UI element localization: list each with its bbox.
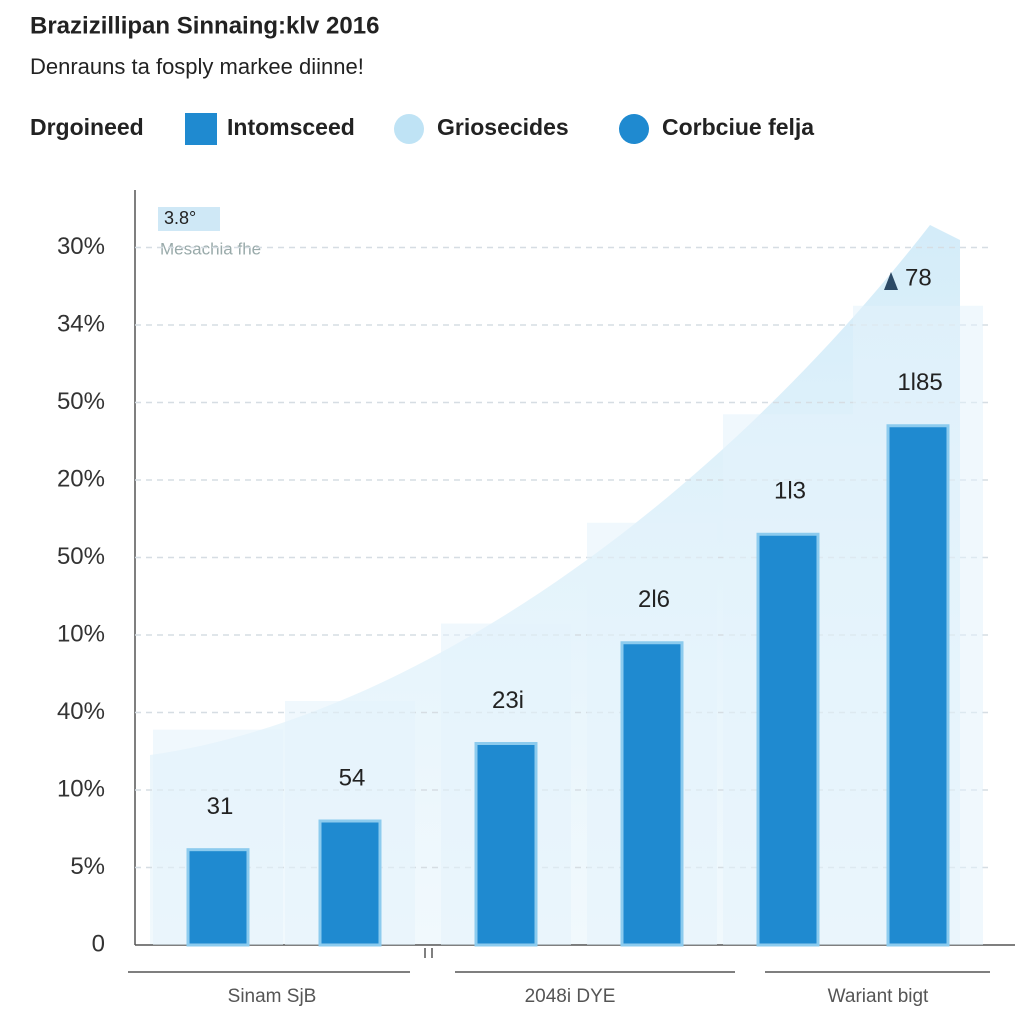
legend-swatch [185,113,217,145]
chart-subtitle: Denrauns ta fosply markee diinne! [30,54,364,79]
annotation-box [158,207,220,231]
x-group-label: Sinam SjB [228,986,317,1007]
y-tick-label: 40% [57,698,105,725]
legend-title: Drgoineed [30,114,144,140]
bar [474,742,538,947]
y-tick-label: 34% [57,310,105,337]
x-group-label: 2048i DYE [525,986,616,1007]
y-tick-label: 0 [92,930,105,957]
y-tick-label: 50% [57,543,105,570]
annotation: 3.8° [164,208,196,228]
value-label: 23i [492,687,524,714]
value-label: 1l85 [897,369,942,396]
bar [620,641,684,947]
legend-swatch [394,114,424,144]
x-group-label: Wariant bigt [828,986,929,1007]
legend-swatch [619,114,649,144]
annotation: Mesachia fhe [160,239,261,258]
chart-title: Brazizillipan Sinnaing:klv 2016 [30,12,379,39]
bar [186,848,250,947]
y-tick-label: 20% [57,465,105,492]
y-tick-label: 50% [57,388,105,415]
y-tick-label: 10% [57,620,105,647]
value-label: 31 [207,793,234,820]
value-label: 54 [339,764,366,791]
y-tick-label: 10% [57,775,105,802]
y-tick-label: 5% [70,853,105,880]
annotation-icon [884,272,898,290]
value-label: 1l3 [774,478,806,505]
legend-label: Corbciue felja [662,114,814,140]
y-tick-label: 30% [57,233,105,260]
legend-label: Intomsceed [227,114,355,140]
bar [886,424,950,947]
bar [756,532,820,947]
annotation: 78 [905,264,932,291]
value-label: 2l6 [638,586,670,613]
bar [318,819,382,947]
group-brackets [128,948,990,973]
legend-label: Griosecides [437,114,569,140]
